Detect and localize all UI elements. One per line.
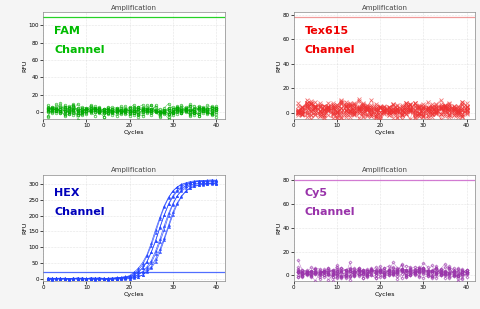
Text: FAM: FAM — [54, 26, 80, 36]
Y-axis label: RFU: RFU — [22, 60, 27, 72]
Title: Amplification: Amplification — [111, 167, 157, 173]
Text: Channel: Channel — [54, 207, 105, 217]
Text: HEX: HEX — [54, 188, 80, 198]
Title: Amplification: Amplification — [361, 5, 408, 11]
Text: Channel: Channel — [305, 45, 355, 55]
X-axis label: Cycles: Cycles — [124, 292, 144, 297]
Title: Amplification: Amplification — [111, 5, 157, 11]
Y-axis label: RFU: RFU — [276, 60, 281, 72]
X-axis label: Cycles: Cycles — [374, 292, 395, 297]
Y-axis label: RFU: RFU — [276, 222, 281, 234]
X-axis label: Cycles: Cycles — [124, 129, 144, 135]
Text: Channel: Channel — [54, 45, 105, 55]
Text: Channel: Channel — [305, 207, 355, 217]
X-axis label: Cycles: Cycles — [374, 129, 395, 135]
Text: Tex615: Tex615 — [305, 26, 348, 36]
Title: Amplification: Amplification — [361, 167, 408, 173]
Y-axis label: RFU: RFU — [22, 222, 27, 234]
Text: Cy5: Cy5 — [305, 188, 327, 198]
